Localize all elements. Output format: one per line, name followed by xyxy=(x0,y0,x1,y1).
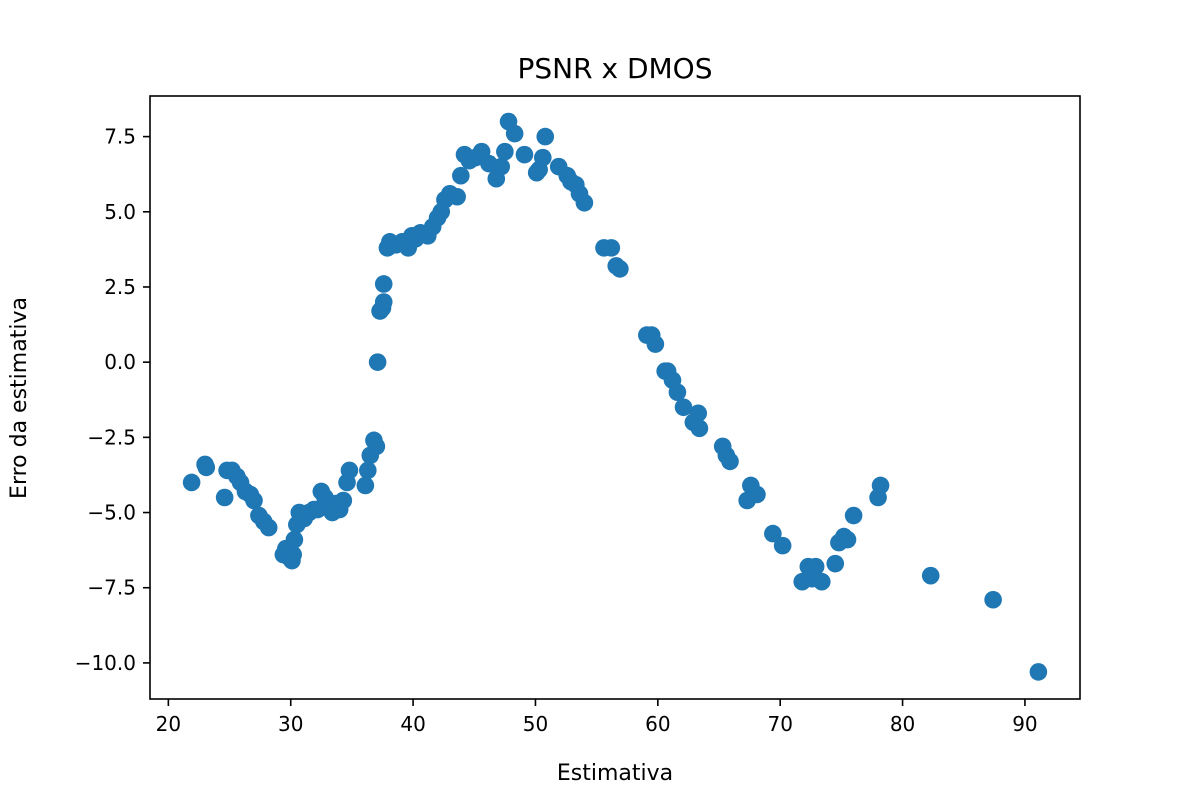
chart-title: PSNR x DMOS xyxy=(518,52,713,85)
y-axis-ticks: 7.5 5.0 2.5 0.0 −2.5 −5.0 −7.5 −10.0 xyxy=(75,125,150,675)
y-tick-label: −7.5 xyxy=(87,576,136,600)
y-tick-label: −10.0 xyxy=(75,651,136,675)
data-point xyxy=(259,518,278,537)
y-tick-label: 7.5 xyxy=(104,125,136,149)
data-point xyxy=(921,566,940,585)
data-point xyxy=(374,275,393,293)
data-point xyxy=(367,437,386,456)
data-point xyxy=(197,458,216,477)
data-point xyxy=(764,524,782,543)
data-point xyxy=(515,145,534,164)
data-point xyxy=(806,557,825,576)
data-points xyxy=(182,112,1048,681)
data-point xyxy=(534,148,552,167)
data-point xyxy=(359,461,377,480)
data-point xyxy=(689,404,708,423)
data-point xyxy=(448,187,466,206)
data-point xyxy=(646,335,665,353)
data-point xyxy=(748,485,766,504)
y-tick-label: −2.5 xyxy=(87,425,136,449)
data-point xyxy=(773,536,792,555)
data-point xyxy=(374,293,393,311)
data-point xyxy=(215,488,234,507)
x-tick-label: 90 xyxy=(1012,712,1037,736)
data-point xyxy=(285,530,304,549)
data-point xyxy=(182,473,201,492)
data-point xyxy=(505,124,524,143)
data-point xyxy=(721,452,739,471)
data-point xyxy=(611,260,629,278)
data-point xyxy=(284,545,302,564)
data-point xyxy=(368,353,387,371)
data-point xyxy=(813,572,831,591)
y-tick-label: 2.5 xyxy=(104,275,136,299)
data-point xyxy=(871,476,890,495)
data-point xyxy=(245,491,263,510)
x-axis-label: Estimativa xyxy=(557,761,673,786)
data-point xyxy=(690,419,709,438)
data-point xyxy=(492,157,511,176)
data-point xyxy=(496,142,514,161)
data-point xyxy=(340,461,359,480)
data-point xyxy=(356,476,375,495)
x-tick-label: 40 xyxy=(400,712,425,736)
data-point xyxy=(826,554,845,573)
x-tick-label: 80 xyxy=(890,712,915,736)
data-point xyxy=(984,590,1002,609)
y-axis-label: Erro da estimativa xyxy=(7,297,32,499)
data-point xyxy=(668,383,687,402)
x-tick-label: 60 xyxy=(645,712,670,736)
x-tick-label: 70 xyxy=(767,712,792,736)
data-point xyxy=(838,530,857,549)
data-point xyxy=(844,506,863,525)
data-point xyxy=(1029,663,1048,681)
data-point xyxy=(602,239,621,257)
data-point xyxy=(575,193,594,212)
data-point xyxy=(536,127,555,146)
plot-frame xyxy=(149,95,1081,700)
y-tick-label: 5.0 xyxy=(104,200,136,224)
x-tick-label: 20 xyxy=(156,712,181,736)
y-tick-label: 0.0 xyxy=(104,350,136,374)
x-axis-ticks: 20 30 40 50 60 70 80 90 xyxy=(156,699,1038,736)
data-point xyxy=(334,491,353,510)
x-tick-label: 50 xyxy=(523,712,548,736)
data-point xyxy=(452,166,470,185)
x-tick-label: 30 xyxy=(278,712,303,736)
y-tick-label: −5.0 xyxy=(87,501,136,525)
data-point xyxy=(674,398,693,417)
